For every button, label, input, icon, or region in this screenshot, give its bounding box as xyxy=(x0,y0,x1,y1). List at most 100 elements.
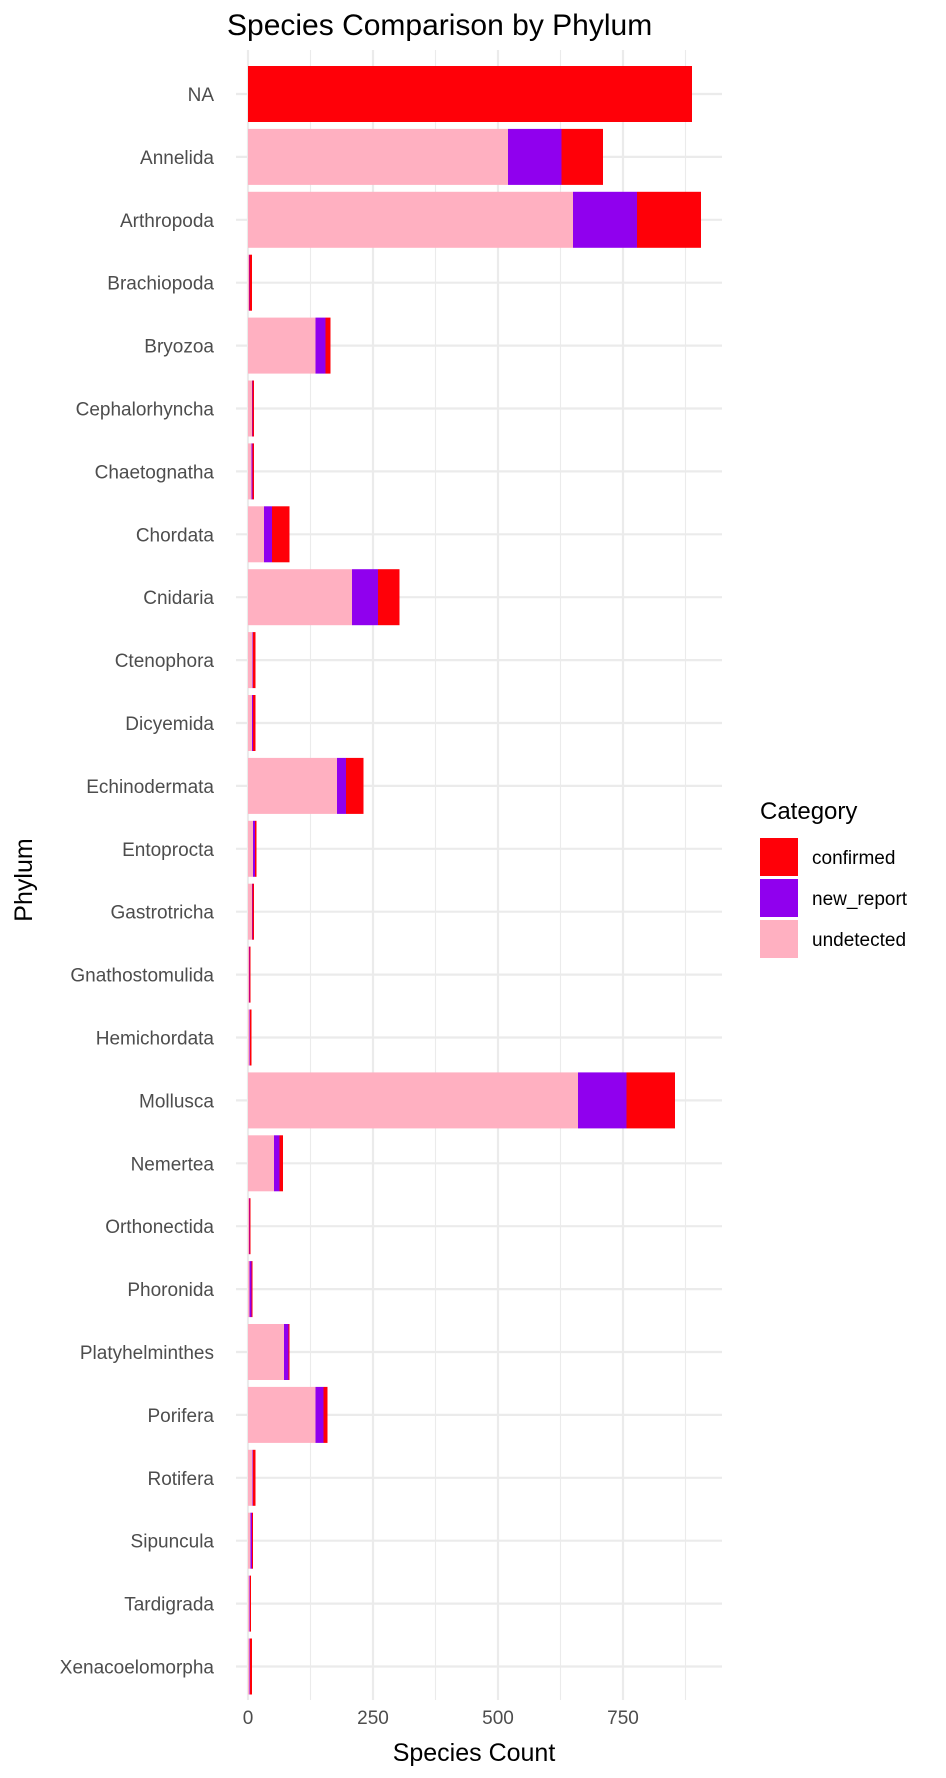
bar-confirmed xyxy=(255,820,257,877)
bar-undetected xyxy=(248,380,252,437)
legend-title: Category xyxy=(760,798,857,825)
bar-undetected xyxy=(248,506,264,563)
bar-undetected xyxy=(248,695,252,751)
bar-undetected xyxy=(248,946,249,1003)
bar-undetected xyxy=(248,1135,274,1192)
bar-new_report xyxy=(284,1324,289,1380)
bar-confirmed xyxy=(253,1449,256,1506)
bar-confirmed xyxy=(249,254,252,311)
y-tick-label: Arthropoda xyxy=(120,211,214,232)
x-tick-label: 750 xyxy=(607,1708,639,1729)
y-tick-label: Hemichordata xyxy=(96,1029,215,1050)
bar-undetected xyxy=(248,317,316,374)
bar-new_report xyxy=(352,569,378,626)
bar-confirmed xyxy=(346,757,364,814)
y-tick-label: Dicyemida xyxy=(125,714,214,735)
bar-confirmed xyxy=(252,1512,253,1569)
bars xyxy=(248,66,701,1695)
legend: Category confirmed new_report undetected xyxy=(760,798,908,958)
bar-confirmed xyxy=(323,1386,328,1443)
bar-confirmed xyxy=(249,946,251,1003)
y-tick-label: NA xyxy=(188,85,215,106)
bar-undetected xyxy=(248,1324,284,1380)
bar-undetected xyxy=(248,1449,253,1506)
y-tick-label: Rotifera xyxy=(147,1469,214,1490)
bar-new_report xyxy=(578,1072,627,1129)
y-tick-label: Gastrotricha xyxy=(111,903,215,924)
x-tick-labels: 0 250 500 750 xyxy=(243,1708,639,1729)
bar-new_report xyxy=(249,1261,252,1318)
bar-new_report xyxy=(252,632,253,689)
y-tick-label: Orthonectida xyxy=(105,1217,214,1238)
bar-new_report xyxy=(315,317,326,374)
bar-confirmed xyxy=(249,1198,251,1255)
bar-confirmed xyxy=(288,1324,290,1380)
bar-new_report xyxy=(252,380,253,437)
bar-undetected xyxy=(248,1512,251,1569)
bar-new_report xyxy=(573,191,637,248)
bar-new_report xyxy=(315,1386,324,1443)
bar-confirmed xyxy=(325,317,331,374)
bar-undetected xyxy=(248,254,249,311)
bar-new_report xyxy=(249,1575,250,1632)
bar-undetected xyxy=(248,569,352,626)
legend-label-confirmed: confirmed xyxy=(812,848,895,869)
bar-confirmed xyxy=(248,66,692,122)
y-tick-label: Cnidaria xyxy=(143,588,214,609)
y-axis-title: Phylum xyxy=(10,838,38,921)
bar-new_report xyxy=(249,1198,250,1255)
y-tick-label: Platyhelminthes xyxy=(80,1343,214,1364)
bar-new_report xyxy=(251,443,253,500)
bar-new_report xyxy=(252,1449,253,1506)
legend-label-undetected: undetected xyxy=(812,930,906,951)
bar-confirmed xyxy=(252,380,254,437)
y-tick-label: Gnathostomulida xyxy=(70,966,214,987)
bar-confirmed xyxy=(637,191,701,248)
y-tick-label: Brachiopoda xyxy=(107,274,214,295)
bar-undetected xyxy=(248,1198,249,1255)
bar-undetected xyxy=(248,1009,250,1066)
grid xyxy=(236,50,722,1700)
bar-confirmed xyxy=(252,883,254,940)
bar-confirmed xyxy=(250,1009,252,1066)
bar-confirmed xyxy=(250,1575,251,1632)
bar-confirmed xyxy=(272,506,290,563)
bar-new_report xyxy=(250,1512,252,1569)
legend-label-new_report: new_report xyxy=(812,889,908,910)
bar-new_report xyxy=(249,1638,250,1695)
y-tick-label: Chordata xyxy=(136,525,215,546)
bar-new_report xyxy=(252,883,253,940)
bar-confirmed xyxy=(251,1261,253,1318)
x-tick-label: 250 xyxy=(357,1708,389,1729)
bar-new_report xyxy=(508,128,562,185)
bar-undetected xyxy=(248,632,253,689)
y-tick-label: Phoronida xyxy=(127,1280,214,1301)
bar-confirmed xyxy=(252,443,254,500)
bar-undetected xyxy=(248,1386,316,1443)
y-tick-label: Ctenophora xyxy=(115,651,215,672)
bar-confirmed xyxy=(253,632,256,689)
y-tick-label: Mollusca xyxy=(139,1091,214,1112)
bar-undetected xyxy=(248,1072,578,1129)
bar-undetected xyxy=(248,1261,250,1318)
bar-new_report xyxy=(252,695,253,751)
bar-undetected xyxy=(248,820,253,877)
bar-undetected xyxy=(248,883,252,940)
y-tick-labels: NA Annelida Arthropoda Brachiopoda Bryozoa Ce… xyxy=(60,85,215,1679)
bar-new_report xyxy=(249,254,250,311)
bar-undetected xyxy=(248,191,573,248)
chart-title: Species Comparison by Phylum xyxy=(227,9,652,42)
bar-new_report xyxy=(253,820,255,877)
bar-undetected xyxy=(248,757,337,814)
bar-new_report xyxy=(249,946,250,1003)
bar-undetected xyxy=(248,128,508,185)
y-tick-label: Tardigrada xyxy=(124,1595,214,1616)
y-tick-label: Porifera xyxy=(147,1406,214,1427)
x-tick-label: 500 xyxy=(482,1708,514,1729)
y-tick-label: Xenacoelomorpha xyxy=(60,1658,215,1679)
x-tick-label: 0 xyxy=(243,1708,254,1729)
bar-confirmed xyxy=(626,1072,675,1129)
bar-confirmed xyxy=(279,1135,283,1192)
y-tick-label: Sipuncula xyxy=(131,1532,215,1553)
